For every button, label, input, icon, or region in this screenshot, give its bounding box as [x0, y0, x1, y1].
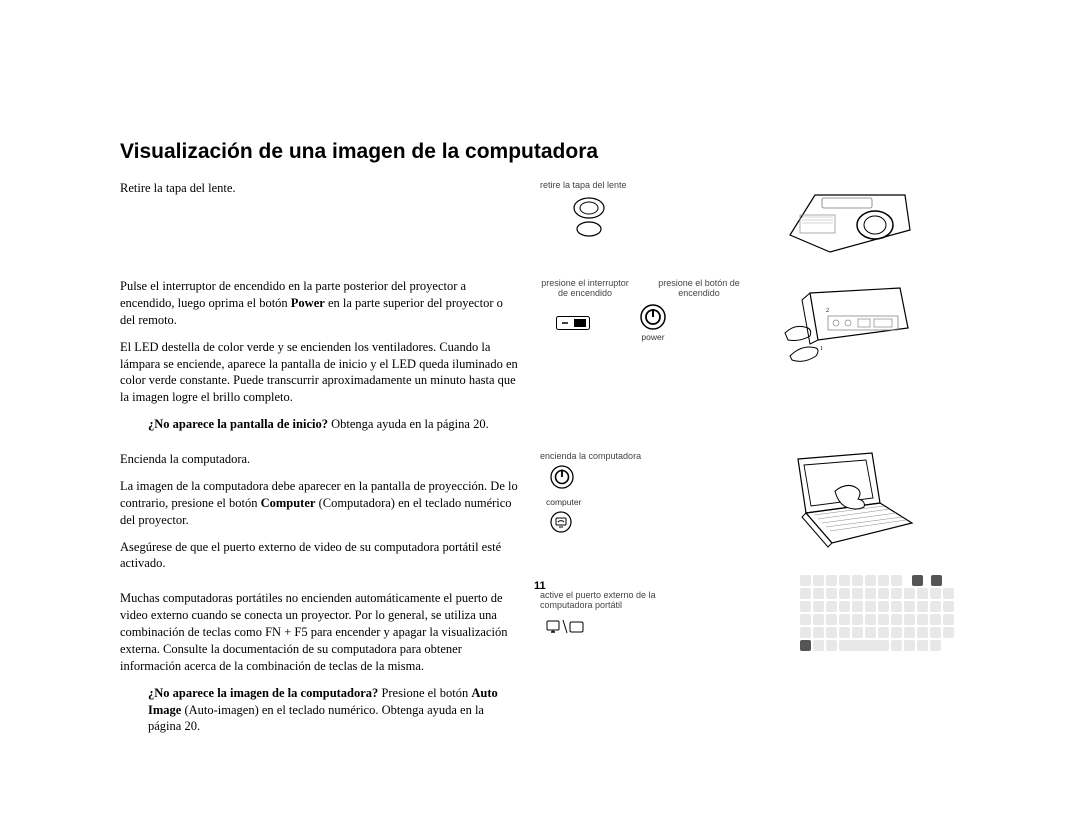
monitor-toggle-icon [546, 618, 584, 636]
laptop-illustration [780, 451, 920, 551]
question-2: ¿No aparece la imagen de la computadora?… [148, 685, 520, 736]
keyboard-illustration [800, 575, 960, 653]
power-icon [640, 304, 666, 330]
para-4: Encienda la computadora. [120, 451, 520, 468]
svg-text:1: 1 [820, 346, 823, 352]
para-5: La imagen de la computadora debe aparece… [120, 478, 520, 529]
row-lenscap: Retire la tapa del lente. retire la tapa… [120, 180, 960, 270]
lenscap-icon [568, 194, 770, 240]
computer-source-icon [550, 511, 572, 533]
svg-text:2: 2 [826, 308, 829, 314]
para-7: Muchas computadoras portátiles no encien… [120, 590, 520, 674]
para-3: El LED destella de color verde y se enci… [120, 339, 520, 407]
row-power: Pulse el interruptor de encendido en la … [120, 278, 960, 443]
question-1: ¿No aparece la pantalla de inicio? Obten… [148, 416, 520, 433]
caption-computer: encienda la computadora [540, 451, 770, 461]
projector-front-illustration [780, 180, 920, 260]
switch-icon [556, 316, 590, 330]
power-label: power [641, 332, 664, 342]
para-2: Pulse el interruptor de encendido en la … [120, 278, 520, 329]
page-number: 11 [534, 580, 546, 592]
para-1: Retire la tapa del lente. [120, 180, 520, 197]
row-computer: Encienda la computadora. La imagen de la… [120, 451, 960, 582]
para-6: Asegúrese de que el puerto externo de vi… [120, 539, 520, 573]
caption-power-button: presione el botón de encendido [654, 278, 744, 298]
power-icon-2 [550, 465, 574, 489]
caption-lenscap: retire la tapa del lente [540, 180, 770, 190]
page-title: Visualización de una imagen de la comput… [120, 140, 960, 164]
caption-switch: presione el interruptor de encendido [540, 278, 630, 298]
computer-label: computer [546, 497, 770, 507]
projector-back-illustration: 2 1 [780, 278, 920, 368]
caption-external-port: active el puerto externo de la computado… [540, 590, 680, 610]
